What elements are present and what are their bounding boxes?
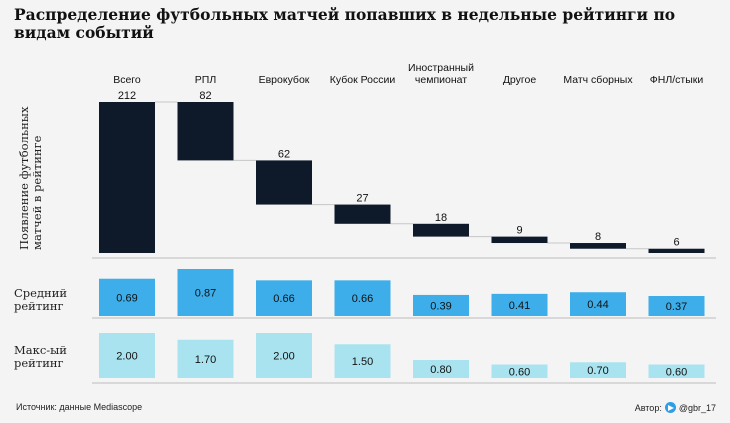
category-label: Иностранный чемпионат: [408, 62, 474, 86]
avg-rating-bar: [99, 278, 155, 316]
max-rating-value-label: 0.60: [509, 366, 530, 378]
chart-title: Распределение футбольных матчей попавших…: [14, 5, 676, 42]
category-label: Всего: [113, 74, 141, 86]
max-rating-bar: [491, 364, 548, 378]
avg-rating-bar: [413, 294, 469, 316]
waterfall-value-label: 212: [118, 90, 136, 102]
avg-rating-value-label: 0.66: [273, 293, 294, 305]
category-label: Еврокубок: [258, 74, 310, 86]
max-rating-value-label: 1.50: [352, 356, 373, 368]
y-label-avg-rating-text: Средний рейтинг: [14, 286, 68, 313]
panel-dividers: [92, 257, 716, 384]
category-label: ФНЛ/стыки: [649, 74, 704, 86]
max-rating-bar: [570, 362, 626, 378]
category-label: Матч сборных: [563, 74, 633, 86]
avg-rating-panel: 0.69 0.87 0.66 0.66 0.39 0.41 0.44 0.37: [99, 269, 705, 316]
waterfall-value-label: 18: [435, 212, 447, 224]
category-label: Кубок России: [329, 74, 396, 86]
avg-rating-bar: [648, 296, 705, 316]
max-rating-value-label: 1.70: [195, 354, 216, 366]
avg-rating-value-label: 0.37: [666, 301, 687, 313]
author-handle[interactable]: @gbr_17: [678, 403, 716, 413]
category-label: Другое: [502, 74, 537, 86]
waterfall-bar: [334, 204, 391, 224]
avg-rating-value-label: 0.69: [116, 292, 137, 304]
waterfall-value-label: 9: [516, 225, 522, 237]
avg-rating-value-label: 0.39: [430, 300, 451, 312]
y-label-max-rating-text: Макс-ый рейтинг: [14, 343, 67, 370]
avg-rating-value-label: 0.41: [509, 300, 530, 312]
telegram-icon[interactable]: [664, 402, 676, 413]
y-label-max-rating: Макс-ый рейтинг: [14, 344, 76, 370]
waterfall-bar: [256, 160, 312, 205]
avg-rating-value-label: 0.44: [587, 299, 608, 311]
author-label: Автор:: [634, 403, 662, 413]
avg-rating-value-label: 0.87: [195, 288, 216, 300]
max-rating-value-label: 0.60: [666, 366, 687, 378]
source-note: Источник: данные Mediascope: [16, 402, 143, 412]
max-rating-bar: [256, 333, 312, 378]
avg-rating-bar: [256, 280, 312, 316]
max-rating-bar: [648, 364, 705, 378]
author-credit: Автор: @gbr_17: [635, 402, 716, 413]
waterfall-value-label: 82: [199, 90, 211, 102]
category-label: РПЛ: [194, 74, 217, 86]
waterfall-value-label: 6: [673, 237, 679, 249]
waterfall-bar: [570, 243, 626, 249]
avg-rating-bar: [570, 292, 626, 316]
waterfall-value-label: 62: [278, 148, 290, 160]
avg-rating-bar: [334, 280, 391, 316]
waterfall-bar: [413, 223, 469, 237]
max-rating-value-label: 0.80: [430, 364, 451, 376]
waterfall-bar: [177, 102, 234, 161]
waterfall-bar: [99, 102, 155, 253]
max-rating-bar: [177, 339, 234, 378]
max-rating-bar: [99, 333, 155, 378]
max-rating-panel: 2.00 1.70 2.00 1.50 0.80 0.60 0.70 0.60: [99, 333, 705, 378]
max-rating-value-label: 2.00: [273, 351, 294, 363]
waterfall-value-label: 27: [356, 193, 368, 205]
avg-rating-value-label: 0.66: [352, 293, 373, 305]
max-rating-value-label: 2.00: [116, 351, 137, 363]
waterfall-bar: [648, 248, 705, 253]
waterfall-panel: 212 82 62 27 18 9 8 6: [99, 90, 705, 253]
avg-rating-bar: [177, 269, 234, 316]
max-rating-bar: [334, 344, 391, 378]
max-rating-value-label: 0.70: [587, 365, 608, 377]
avg-rating-bar: [491, 293, 548, 316]
waterfall-bar: [491, 236, 548, 244]
waterfall-value-label: 8: [595, 231, 601, 243]
max-rating-bar: [413, 360, 469, 378]
y-label-avg-rating: Средний рейтинг: [14, 287, 76, 313]
